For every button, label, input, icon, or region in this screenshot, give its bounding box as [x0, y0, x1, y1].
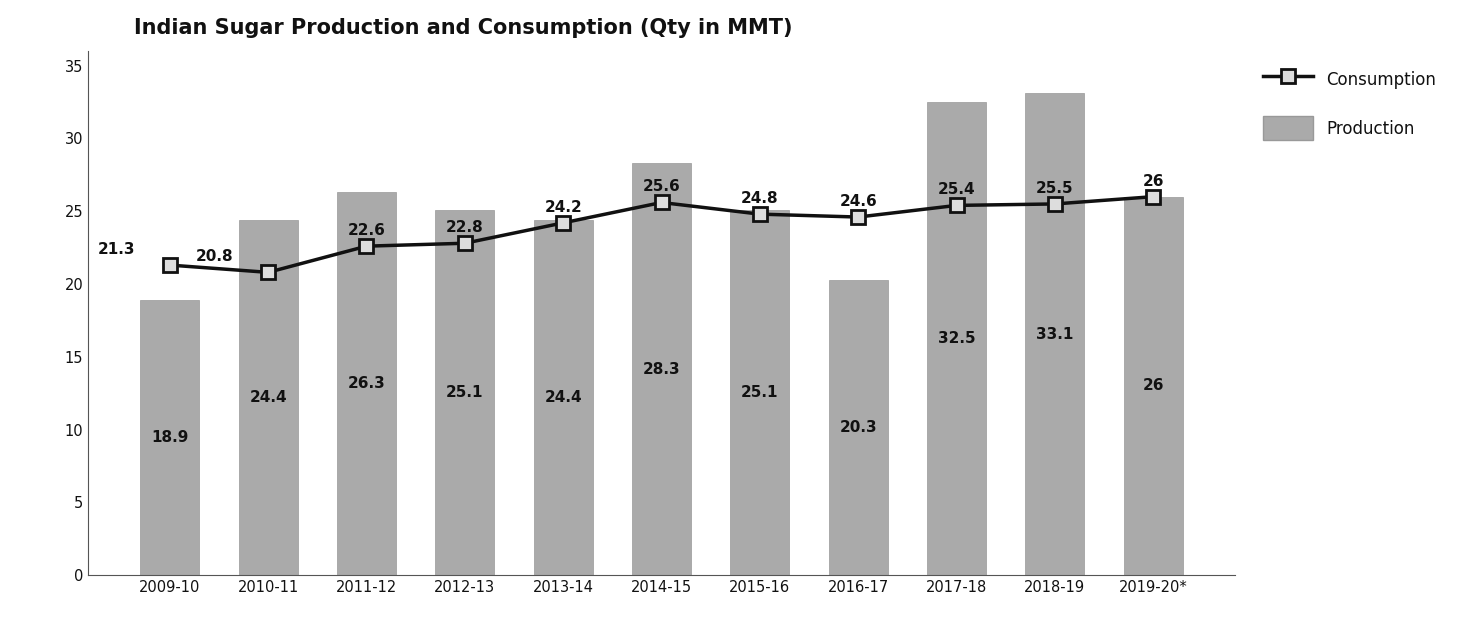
- Text: 32.5: 32.5: [938, 331, 975, 346]
- Bar: [632, 163, 691, 575]
- Legend: Consumption, Production: Consumption, Production: [1254, 59, 1445, 148]
- Text: 24.2: 24.2: [544, 200, 582, 215]
- Bar: [534, 220, 592, 575]
- Bar: [238, 220, 297, 575]
- Text: 25.5: 25.5: [1036, 181, 1073, 196]
- Text: 25.4: 25.4: [938, 182, 975, 197]
- Text: 24.8: 24.8: [741, 191, 779, 206]
- Text: 22.8: 22.8: [445, 220, 484, 235]
- Text: 25.1: 25.1: [741, 385, 779, 400]
- Text: 25.1: 25.1: [445, 385, 484, 400]
- Bar: [829, 280, 888, 575]
- Bar: [731, 210, 789, 575]
- Text: 26: 26: [1142, 378, 1164, 394]
- Text: 20.3: 20.3: [839, 420, 878, 435]
- Bar: [337, 192, 395, 575]
- Text: 26: 26: [1142, 174, 1164, 189]
- Text: 24.4: 24.4: [544, 390, 582, 405]
- Text: 26.3: 26.3: [347, 376, 385, 391]
- Text: 20.8: 20.8: [196, 249, 234, 265]
- Text: 22.6: 22.6: [347, 223, 385, 238]
- Text: 33.1: 33.1: [1036, 327, 1073, 342]
- Bar: [1026, 93, 1085, 575]
- Text: Indian Sugar Production and Consumption (Qty in MMT): Indian Sugar Production and Consumption …: [134, 19, 792, 38]
- Text: 18.9: 18.9: [151, 430, 188, 445]
- Text: 21.3: 21.3: [98, 242, 135, 257]
- Bar: [1123, 197, 1183, 575]
- Bar: [928, 102, 986, 575]
- Text: 28.3: 28.3: [642, 362, 681, 376]
- Text: 25.6: 25.6: [642, 180, 681, 194]
- Text: 24.4: 24.4: [250, 390, 287, 405]
- Bar: [435, 210, 494, 575]
- Bar: [140, 300, 200, 575]
- Text: 24.6: 24.6: [839, 194, 878, 209]
